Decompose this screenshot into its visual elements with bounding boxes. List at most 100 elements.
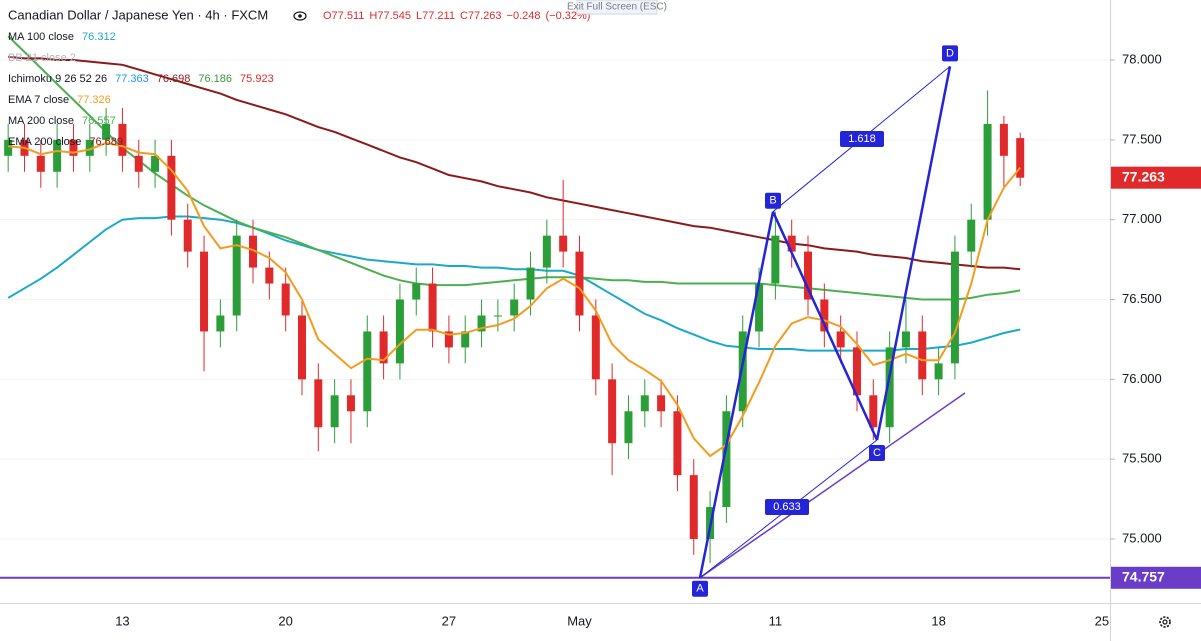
indicator-line	[8, 141, 1021, 458]
candle-body	[265, 267, 274, 284]
candle-body	[330, 395, 339, 428]
y-tick-label: 76.500	[1122, 291, 1162, 306]
candle-body	[53, 139, 62, 172]
candle-body	[183, 219, 192, 252]
legend-name: EMA 200 close	[8, 136, 81, 148]
candle-body	[444, 331, 453, 348]
candle-body	[200, 251, 209, 332]
candle-body	[804, 251, 813, 300]
notice-text: Exit Full Screen (ESC)	[567, 2, 667, 13]
candle-body	[852, 347, 861, 396]
candle-body	[755, 283, 764, 332]
pattern-leg	[875, 66, 952, 441]
price-tag	[1111, 166, 1201, 189]
pattern-point-label: B	[769, 195, 776, 207]
ratio-box	[840, 131, 884, 147]
pattern-point-label: C	[873, 447, 881, 459]
x-tick-label: 20	[278, 613, 292, 628]
legend-value: 76.698	[157, 73, 191, 85]
candle-body	[167, 155, 176, 220]
candle-body	[836, 331, 845, 348]
candle-body	[950, 251, 959, 364]
candle-body	[314, 379, 323, 428]
pattern-leg	[698, 211, 775, 579]
pattern-point-label: A	[696, 583, 704, 595]
pattern-point-label: D	[946, 47, 954, 59]
legend-value: 76.689	[89, 136, 123, 148]
quote-value: L77.211	[416, 10, 455, 22]
candle-body	[689, 475, 698, 539]
candle-body	[69, 139, 78, 156]
legend-value: 76.557	[82, 115, 116, 127]
settings-button[interactable]	[1159, 616, 1171, 628]
candle-body	[885, 347, 894, 428]
candle-body	[983, 123, 992, 220]
visibility-icon[interactable]	[293, 11, 307, 21]
candle-body	[379, 331, 388, 364]
x-tick-label: May	[567, 613, 592, 628]
legend-value: 76.312	[82, 31, 116, 43]
candle-body	[249, 235, 258, 268]
legend-value: 77.363	[115, 73, 149, 85]
quote-value: H77.545	[369, 10, 411, 22]
x-tick-label: 27	[442, 613, 456, 628]
x-tick-label: 13	[115, 613, 129, 628]
candle-body	[412, 283, 421, 300]
legend: Canadian Dollar / Japanese Yen · 4h · FX…	[8, 7, 590, 147]
candle-body	[591, 315, 600, 380]
ratio-box	[765, 499, 809, 515]
x-tick-label: 25	[1095, 613, 1109, 628]
legend-name: EMA 7 close	[8, 94, 69, 106]
candle-body	[118, 123, 127, 156]
legend-value: 75.923	[240, 73, 274, 85]
indicator-line	[8, 55, 1021, 271]
symbol-title: Canadian Dollar / Japanese Yen · 4h · FX…	[8, 7, 268, 22]
candle-body	[967, 219, 976, 252]
pattern-leg	[771, 211, 879, 441]
candle-body	[281, 283, 290, 316]
legend-name: MA 200 close	[8, 115, 74, 127]
candle-body	[232, 235, 241, 316]
candle-body	[738, 331, 747, 412]
candle-body	[820, 299, 829, 332]
pattern-point-box	[765, 192, 781, 209]
legend-name: MA 100 close	[8, 31, 74, 43]
candle-body	[363, 331, 372, 412]
y-tick-label: 75.000	[1122, 530, 1162, 545]
legend-value: 77.326	[77, 94, 111, 106]
y-tick-label: 75.500	[1122, 451, 1162, 466]
candle-body	[869, 395, 878, 428]
price-tag	[1111, 566, 1201, 589]
candle-body	[297, 315, 306, 380]
candle-body	[4, 139, 13, 156]
candle-body	[428, 283, 437, 332]
candle-body	[542, 235, 551, 268]
candle-body	[771, 235, 780, 284]
x-tick-label: 18	[931, 613, 945, 628]
pattern-point-box	[942, 45, 958, 62]
ratio-label: 0.633	[773, 501, 801, 513]
candle-body	[934, 363, 943, 380]
candle-body	[918, 331, 927, 380]
candle-body	[395, 299, 404, 364]
quote-value: O77.511	[323, 10, 364, 22]
candle-body	[999, 123, 1008, 156]
candle-body	[559, 235, 568, 252]
plot-area	[0, 35, 1110, 579]
price-tag-label: 77.263	[1122, 168, 1165, 184]
candle-body	[722, 411, 731, 508]
candle-body	[1016, 138, 1025, 178]
candle-body	[346, 395, 355, 412]
candle-body	[461, 331, 470, 348]
y-tick-label: 77.500	[1122, 131, 1162, 146]
candle-body	[102, 123, 111, 140]
candle-body	[151, 155, 160, 172]
legend-value: 76.186	[198, 73, 232, 85]
candle-body	[85, 139, 94, 156]
quote-value: C77.263	[460, 10, 502, 22]
candle-body	[787, 235, 796, 252]
notice: Exit Full Screen (ESC)	[567, 0, 667, 15]
ratio-label: 1.618	[848, 133, 876, 145]
quote-value: −0.248	[507, 10, 541, 22]
